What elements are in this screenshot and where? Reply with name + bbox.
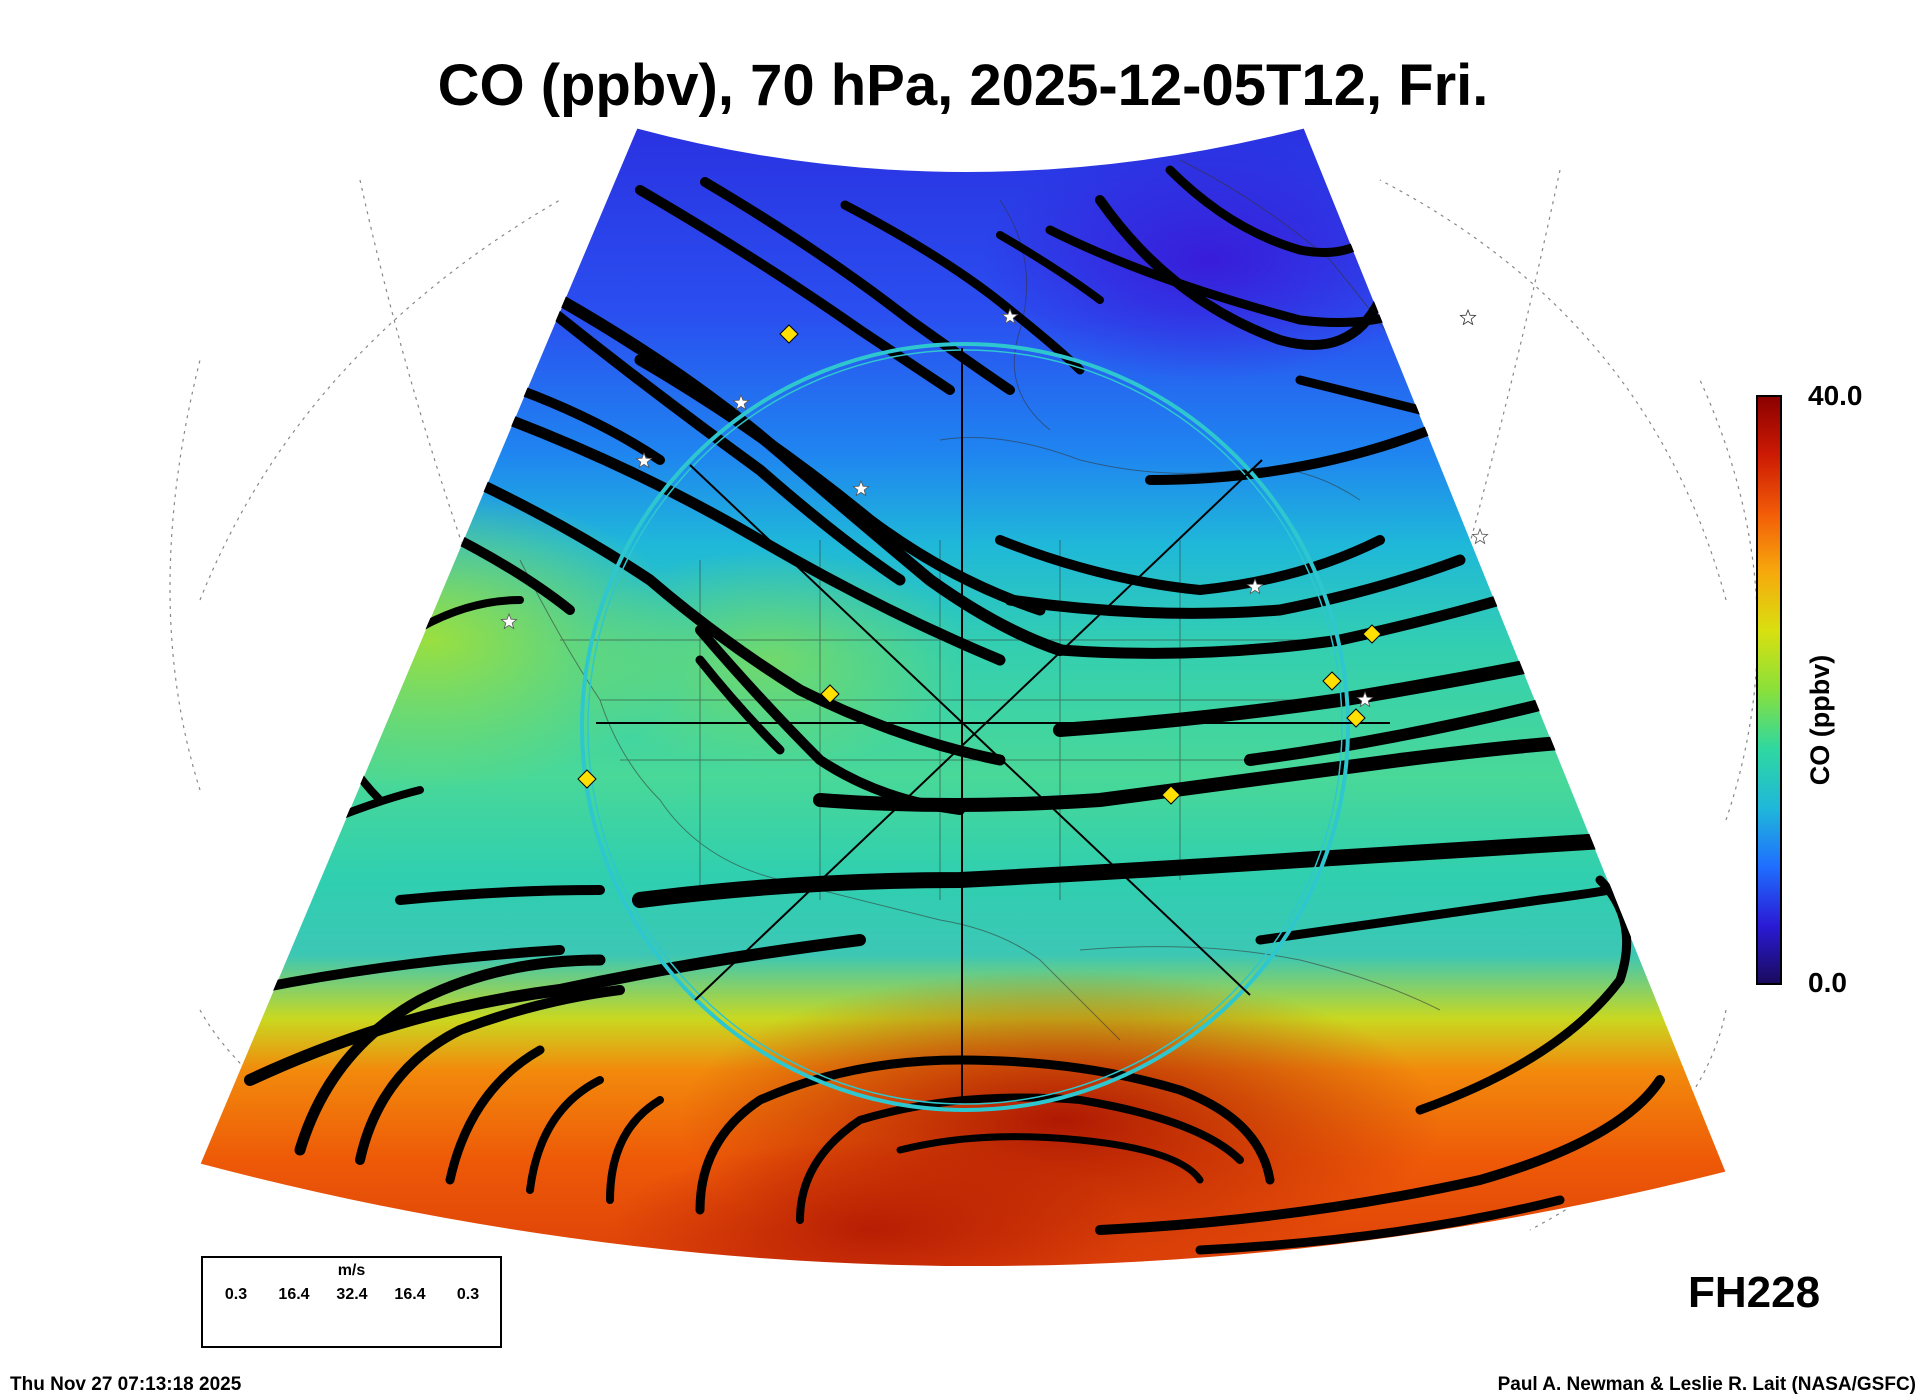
site-star-marker bbox=[732, 393, 750, 411]
streamline bbox=[700, 177, 1015, 395]
timestamp: Thu Nov 27 07:13:18 2025 bbox=[10, 1374, 242, 1395]
site-diamond-marker bbox=[1322, 671, 1342, 691]
site-diamond-marker bbox=[1346, 708, 1366, 728]
map-title: CO (ppbv), 70 hPa, 2025-12-05T12, Fri. bbox=[437, 53, 1489, 118]
wind-key-tick: 32.4 bbox=[336, 1286, 368, 1303]
colorbar-min-label: 0.0 bbox=[1808, 967, 1847, 998]
colorbar-max-label: 40.0 bbox=[1808, 380, 1863, 411]
streamline bbox=[1095, 1075, 1665, 1235]
wind-streamlines bbox=[244, 165, 1665, 1255]
site-star-marker bbox=[500, 612, 518, 630]
streamline bbox=[632, 832, 1628, 908]
site-star-marker bbox=[635, 451, 653, 469]
site-star-marker bbox=[1246, 577, 1264, 595]
diamond-markers bbox=[577, 324, 1382, 805]
streamline bbox=[796, 1093, 1244, 1224]
site-star-marker bbox=[1471, 527, 1489, 545]
site-diamond-marker bbox=[779, 324, 799, 344]
streamline bbox=[444, 464, 1006, 766]
site-diamond-marker bbox=[577, 769, 597, 789]
site-diamond-marker bbox=[820, 684, 840, 704]
site-star-marker bbox=[1001, 307, 1019, 325]
streamline bbox=[896, 1133, 1204, 1184]
streamline bbox=[544, 304, 906, 586]
streamline bbox=[635, 185, 955, 395]
site-diamond-marker bbox=[1362, 624, 1382, 644]
streamline bbox=[445, 1045, 545, 1185]
streamline bbox=[995, 535, 1385, 596]
site-star-marker bbox=[1459, 308, 1477, 326]
forecast-hour: FH228 bbox=[1688, 1268, 1821, 1317]
streamline bbox=[1244, 694, 1566, 766]
streamline bbox=[1054, 594, 1506, 659]
site-star-marker bbox=[1356, 690, 1374, 708]
site-star-marker bbox=[852, 479, 870, 497]
wind-key-tick: 16.4 bbox=[278, 1286, 310, 1303]
streamline bbox=[244, 934, 866, 1086]
range-ring bbox=[580, 342, 1350, 1112]
star-markers bbox=[500, 307, 1489, 708]
streamline bbox=[355, 985, 625, 1165]
streamline bbox=[395, 885, 605, 905]
streamline bbox=[554, 294, 1066, 656]
streamline bbox=[695, 1055, 1275, 1215]
streamline bbox=[695, 655, 785, 755]
colorbar bbox=[1756, 395, 1782, 985]
streamline bbox=[245, 945, 565, 995]
streamline bbox=[526, 1076, 604, 1194]
credit: Paul A. Newman & Leslie R. Lait (NASA/GS… bbox=[1497, 1374, 1916, 1395]
streamline bbox=[316, 696, 384, 804]
streamline bbox=[294, 954, 606, 1156]
crosshair bbox=[596, 348, 1390, 1102]
wind-key-tick: 0.3 bbox=[456, 1286, 480, 1303]
streamline bbox=[606, 1096, 664, 1204]
wind-speed-key: m/s 0.3 16.4 32.4 16.4 0.3 bbox=[201, 1256, 502, 1348]
wind-key-tick: 16.4 bbox=[394, 1286, 426, 1303]
streamline bbox=[840, 200, 1085, 375]
streamline bbox=[695, 625, 965, 815]
colorbar-title: CO (ppbv) bbox=[1804, 654, 1835, 786]
streamline bbox=[504, 414, 1006, 666]
streamline bbox=[996, 231, 1104, 304]
wind-key-tick: 0.3 bbox=[224, 1286, 248, 1303]
streamline bbox=[1004, 554, 1466, 619]
streamline bbox=[634, 354, 1046, 616]
wind-key-unit: m/s bbox=[337, 1262, 366, 1279]
streamline bbox=[515, 385, 665, 465]
streamline bbox=[1195, 1195, 1565, 1255]
site-diamond-marker bbox=[1161, 785, 1181, 805]
